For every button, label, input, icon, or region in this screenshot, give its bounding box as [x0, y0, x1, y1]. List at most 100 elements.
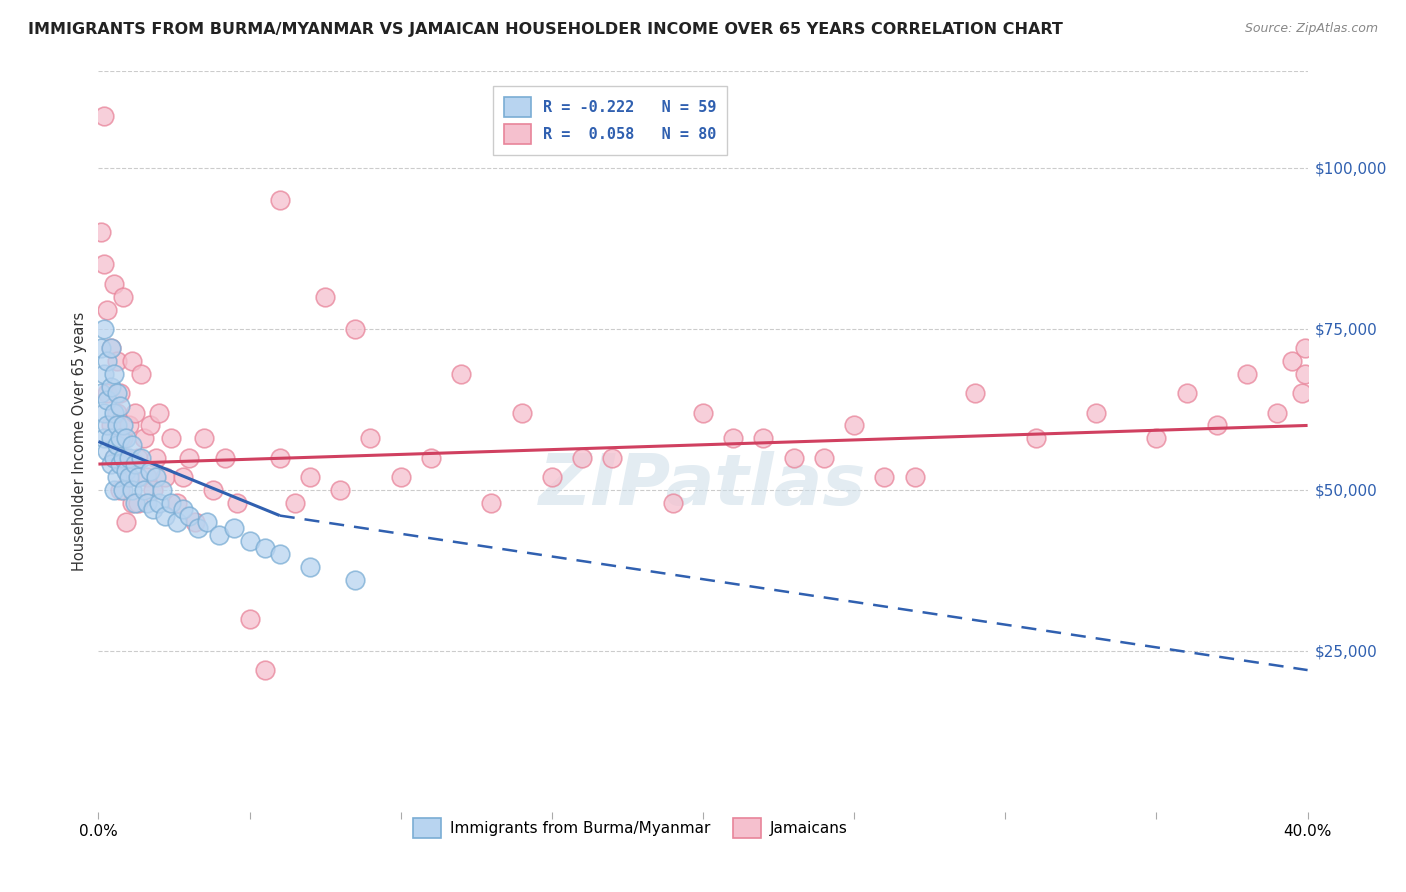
Point [299, 470, 322, 484]
Point [813, 450, 835, 465]
Point [105, 386, 128, 401]
Point [118, 470, 141, 484]
Point [114, 463, 136, 477]
Point [93, 367, 115, 381]
Point [284, 496, 307, 510]
Point [1236, 367, 1258, 381]
Point [344, 322, 367, 336]
Point [121, 496, 143, 510]
Point [118, 418, 141, 433]
Point [111, 290, 134, 304]
Point [1267, 406, 1289, 420]
Point [571, 450, 593, 465]
Point [135, 470, 157, 484]
Point [420, 450, 443, 465]
Point [299, 560, 322, 574]
Point [103, 406, 125, 420]
Point [96, 354, 118, 368]
Point [108, 457, 131, 471]
Point [111, 450, 134, 465]
Point [239, 534, 262, 549]
Point [179, 450, 201, 465]
Point [239, 611, 262, 625]
Point [129, 367, 152, 381]
Point [510, 406, 533, 420]
Point [103, 277, 125, 291]
Point [93, 406, 115, 420]
Point [139, 418, 162, 433]
Point [1291, 386, 1313, 401]
Point [1206, 418, 1229, 433]
Point [132, 483, 155, 497]
Point [103, 450, 125, 465]
Point [145, 470, 167, 484]
Point [224, 521, 246, 535]
Point [105, 418, 128, 433]
Point [100, 431, 122, 445]
Point [344, 573, 367, 587]
Point [153, 470, 176, 484]
Point [103, 483, 125, 497]
Point [135, 496, 157, 510]
Point [1085, 406, 1108, 420]
Point [127, 450, 149, 465]
Point [121, 483, 143, 497]
Point [96, 392, 118, 407]
Point [121, 438, 143, 452]
Point [314, 290, 336, 304]
Point [127, 470, 149, 484]
Point [105, 406, 128, 420]
Point [127, 496, 149, 510]
Point [160, 496, 183, 510]
Point [100, 457, 122, 471]
Point [96, 302, 118, 317]
Point [108, 399, 131, 413]
Point [450, 367, 472, 381]
Point [195, 515, 218, 529]
Point [124, 496, 146, 510]
Point [172, 470, 194, 484]
Point [111, 483, 134, 497]
Point [208, 528, 231, 542]
Text: IMMIGRANTS FROM BURMA/MYANMAR VS JAMAICAN HOUSEHOLDER INCOME OVER 65 YEARS CORRE: IMMIGRANTS FROM BURMA/MYANMAR VS JAMAICA… [28, 22, 1063, 37]
Text: ZIPatlas: ZIPatlas [540, 451, 866, 520]
Point [844, 418, 866, 433]
Point [105, 438, 128, 452]
Point [96, 444, 118, 458]
Point [602, 450, 624, 465]
Point [187, 521, 209, 535]
Point [253, 541, 276, 555]
Point [153, 508, 176, 523]
Point [1144, 431, 1167, 445]
Point [90, 225, 112, 239]
Point [1294, 341, 1316, 355]
Point [202, 483, 225, 497]
Point [1175, 386, 1198, 401]
Point [160, 431, 183, 445]
Point [214, 450, 236, 465]
Point [661, 496, 683, 510]
Point [329, 483, 352, 497]
Point [96, 386, 118, 401]
Point [121, 354, 143, 368]
Point [114, 450, 136, 465]
Point [145, 450, 167, 465]
Point [752, 431, 775, 445]
Point [184, 515, 207, 529]
Point [148, 406, 170, 420]
Point [904, 470, 927, 484]
Text: Source: ZipAtlas.com: Source: ZipAtlas.com [1244, 22, 1378, 36]
Point [100, 341, 122, 355]
Point [108, 431, 131, 445]
Point [692, 406, 714, 420]
Point [105, 354, 128, 368]
Point [481, 496, 503, 510]
Legend: Immigrants from Burma/Myanmar, Jamaicans: Immigrants from Burma/Myanmar, Jamaicans [402, 807, 859, 848]
Point [90, 386, 112, 401]
Point [873, 470, 896, 484]
Point [93, 258, 115, 272]
Point [253, 663, 276, 677]
Point [179, 508, 201, 523]
Point [118, 450, 141, 465]
Point [93, 110, 115, 124]
